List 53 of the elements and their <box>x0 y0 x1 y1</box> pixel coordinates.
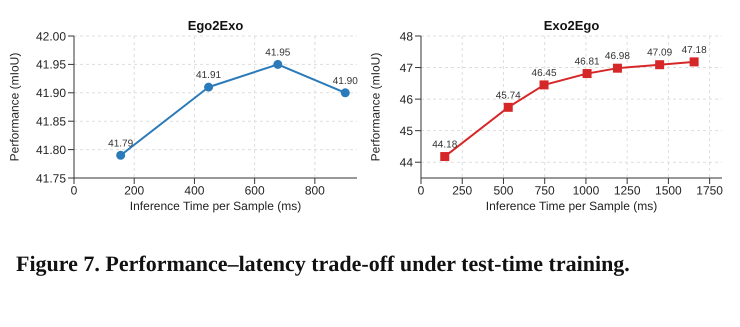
x-tick-label: 500 <box>493 184 514 198</box>
x-tick-label: 1500 <box>655 184 682 198</box>
y-tick-label: 46 <box>400 92 414 106</box>
y-tick-label: 47 <box>400 60 414 75</box>
x-tick-label: 1000 <box>572 184 600 198</box>
data-label: 41.91 <box>196 70 222 82</box>
y-tick-label: 41.85 <box>36 114 66 128</box>
y-axis-title: Performance (mIoU) <box>7 52 22 162</box>
caption: Figure 7. Performance–latency trade-off under test-time training. <box>16 250 631 278</box>
chart-title: Ego2Exo <box>186 18 244 33</box>
x-tick-label: 1750 <box>696 184 724 198</box>
x-tick-label: 0 <box>418 184 425 198</box>
x-tick-label: 0 <box>70 184 78 198</box>
y-tick-label: 42.00 <box>36 29 66 44</box>
data-label: 46.81 <box>574 56 600 68</box>
point <box>504 102 513 112</box>
x-axis-title: Inference Time per Sample (ms) <box>486 199 658 213</box>
data-label: 41.79 <box>108 138 134 150</box>
y-tick-label: 41.90 <box>36 86 66 100</box>
y-tick-label: 44 <box>400 155 414 170</box>
y-tick-label: 48 <box>400 29 414 44</box>
x-tick-label: 400 <box>184 184 205 198</box>
data-label: 45.74 <box>496 90 522 102</box>
chart-title: Exo2Ego <box>542 18 600 33</box>
data-label: 47.09 <box>647 48 673 59</box>
x-tick-label: 250 <box>452 184 473 198</box>
y-axis-title: Performance (mIoU) <box>368 52 382 162</box>
data-label: 41.90 <box>332 76 358 87</box>
point <box>116 150 126 160</box>
point <box>582 69 592 78</box>
point <box>204 82 214 92</box>
y-tick-label: 41.75 <box>36 171 66 186</box>
point <box>340 88 350 98</box>
data-label: 46.98 <box>604 51 630 62</box>
x-axis-title: Inference Time per Sample (ms) <box>130 199 302 213</box>
y-tick-label: 41.95 <box>36 58 66 72</box>
point <box>540 80 549 90</box>
x-tick-label: 600 <box>244 184 265 198</box>
point <box>273 60 282 69</box>
data-label: 41.95 <box>265 47 291 58</box>
y-tick-label: 45 <box>400 124 414 138</box>
point <box>612 64 622 73</box>
point <box>690 57 699 66</box>
x-tick-label: 1250 <box>614 184 641 198</box>
point <box>655 60 664 70</box>
y-tick-label: 41.80 <box>36 142 66 157</box>
data-label: 47.18 <box>682 44 708 56</box>
x-tick-label: 800 <box>304 184 326 198</box>
data-label: 44.18 <box>432 140 458 151</box>
point <box>440 152 450 162</box>
data-label: 46.45 <box>532 68 557 79</box>
x-tick-label: 200 <box>124 184 145 198</box>
x-tick-label: 750 <box>534 184 556 198</box>
